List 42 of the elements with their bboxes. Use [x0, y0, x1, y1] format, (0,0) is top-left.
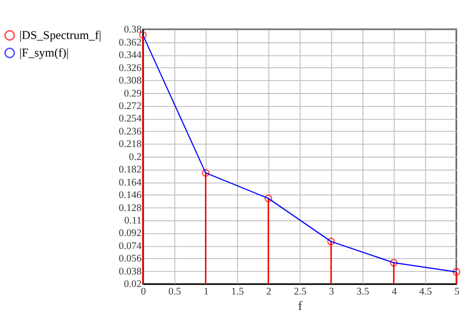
x-tick-label: 3.5	[356, 286, 370, 298]
y-tick-label: 0.272	[118, 100, 142, 112]
legend-label: |F_sym(f)|	[19, 46, 69, 60]
x-tick-label: 2.5	[294, 286, 306, 298]
y-tick-label: 0.056	[118, 254, 142, 265]
y-tick-label: 0.236	[118, 126, 142, 138]
point	[264, 194, 272, 202]
x-axis-title: f	[298, 298, 304, 314]
line-series	[142, 34, 458, 272]
y-tick-label: 0.038	[118, 266, 142, 278]
x-tick-label: 2	[266, 286, 272, 298]
y-tick-label: 0.074	[118, 240, 142, 252]
x-tick-label: 4.5	[419, 286, 432, 298]
point	[202, 169, 210, 177]
y-tick-label: 0.146	[118, 190, 142, 202]
y-tick-label: 0.254	[118, 114, 142, 125]
y-tick-label: 0.164	[118, 177, 142, 188]
y-tick-label: 0.2	[128, 152, 142, 163]
y-tick-label: 0.38	[124, 24, 142, 36]
y-tick-label: 0.344	[118, 50, 142, 62]
y-tick-label: 0.326	[118, 62, 142, 74]
y-tick-label: 0.182	[118, 164, 142, 176]
x-tick-label: 5	[454, 286, 460, 298]
legend-label: |DS_Spectrum_f|	[19, 28, 102, 42]
y-tick-label: 0.362	[118, 37, 142, 48]
y-tick-label: 0.218	[118, 139, 142, 150]
y-tick-label: 0.128	[118, 202, 142, 214]
y-tick-label: 0.11	[124, 216, 142, 227]
y-tick-label: 0.29	[124, 88, 142, 100]
x-tick-label: 0	[140, 286, 146, 298]
x-tick-label: 0.5	[168, 286, 182, 298]
y-tick-label: 0.092	[118, 228, 142, 240]
y-tick-label: 0.02	[124, 279, 142, 290]
point	[390, 258, 398, 267]
x-tick-label: 4	[392, 286, 397, 298]
point	[139, 31, 147, 39]
x-tick-label: 3	[328, 286, 334, 298]
x-tick-label: 1.5	[231, 286, 244, 298]
point	[327, 238, 335, 246]
x-tick-label: 1	[204, 286, 209, 298]
y-tick-label: 0.308	[118, 76, 142, 87]
point	[452, 268, 460, 276]
